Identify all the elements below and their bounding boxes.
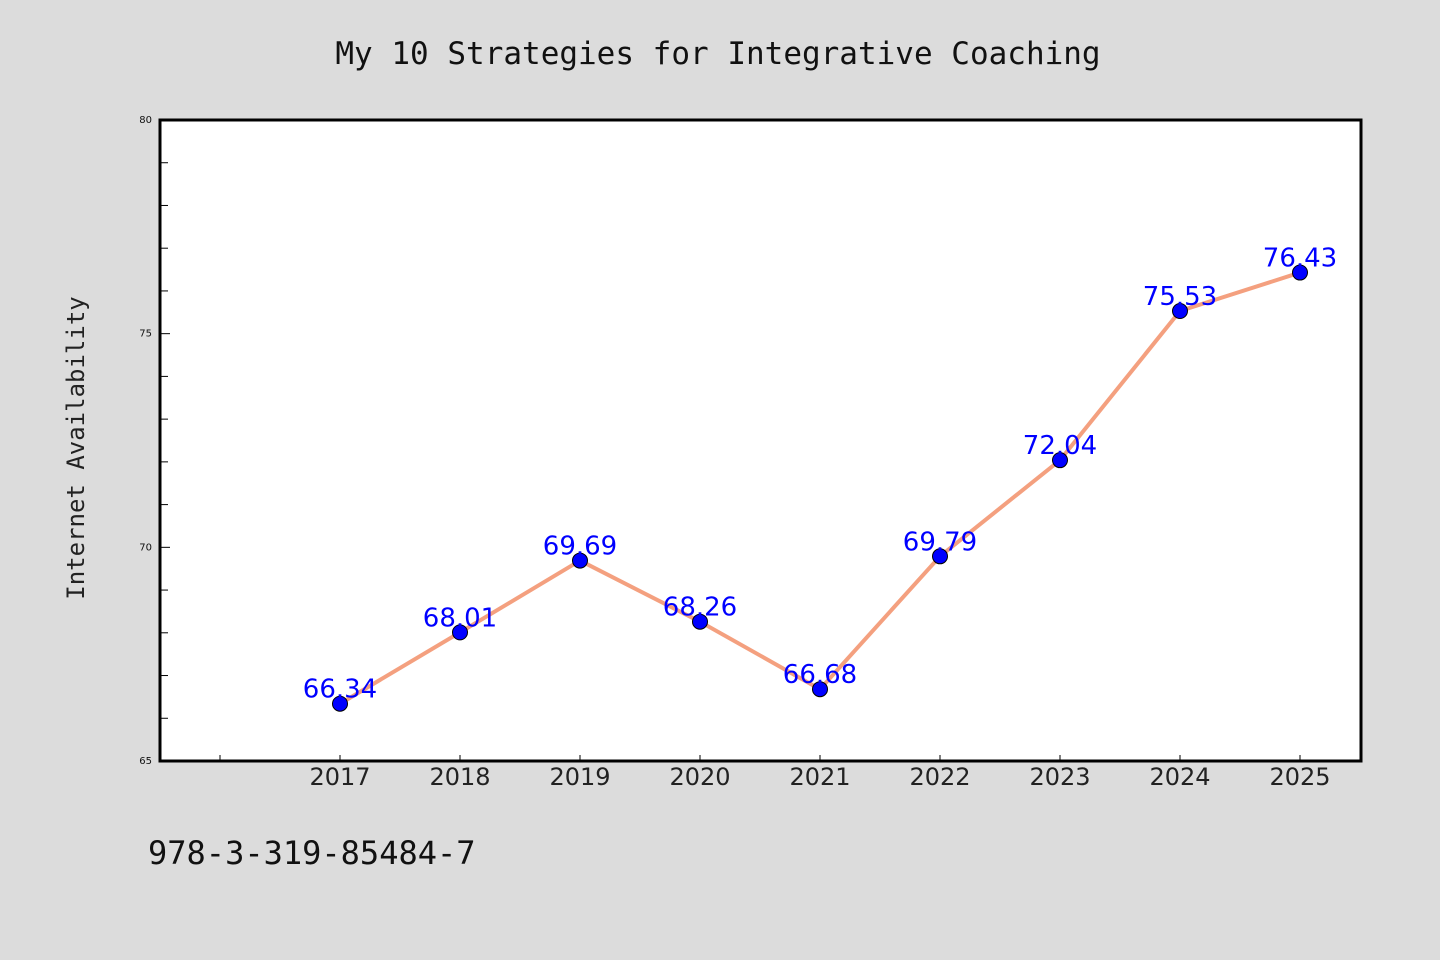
data-label: 69.69 — [543, 532, 617, 562]
data-point — [572, 552, 588, 569]
data-point — [692, 613, 708, 630]
y-tick-label: 75 — [139, 329, 152, 340]
y-axis-label: Internet Availability — [62, 296, 90, 599]
x-tick-label: 2020 — [669, 763, 730, 791]
data-point — [1292, 264, 1308, 281]
x-tick-label: 2024 — [1149, 763, 1210, 791]
data-label: 66.68 — [783, 660, 857, 690]
data-label: 75.53 — [1143, 282, 1217, 312]
data-point — [332, 695, 348, 712]
chart-title: My 10 Strategies for Integrative Coachin… — [335, 36, 1100, 72]
data-label: 66.34 — [303, 675, 377, 705]
data-label: 68.01 — [423, 603, 497, 633]
data-point — [1052, 452, 1068, 469]
y-tick-label: 65 — [139, 756, 152, 767]
data-point — [812, 681, 828, 698]
data-point — [452, 624, 468, 641]
y-tick-label: 70 — [139, 542, 152, 553]
x-tick-label: 2025 — [1269, 763, 1330, 791]
data-label: 68.26 — [663, 593, 737, 623]
x-tick-label: 2021 — [789, 763, 850, 791]
data-label: 69.79 — [903, 527, 977, 557]
plot-area — [158, 118, 1363, 763]
x-tick-label: 2017 — [309, 763, 370, 791]
x-tick-label: 2019 — [549, 763, 610, 791]
data-label: 72.04 — [1023, 431, 1097, 461]
axis-ticks: 65 70 75 80 2017 2018 2019 2020 2021 2022 2023 2024… — [139, 115, 1330, 791]
data-point — [1172, 303, 1188, 320]
x-tick-label: 2023 — [1029, 763, 1090, 791]
x-tick-label: 2022 — [909, 763, 970, 791]
series-layer: 66.34 68.01 69.69 68.26 66.68 69.79 72.04 75.53… — [303, 244, 1337, 712]
x-tick-label: 2018 — [429, 763, 490, 791]
data-point — [932, 548, 948, 565]
y-tick-label: 80 — [139, 115, 152, 126]
data-label: 76.43 — [1263, 244, 1337, 274]
isbn-label: 978-3-319-85484-7 — [148, 834, 476, 872]
